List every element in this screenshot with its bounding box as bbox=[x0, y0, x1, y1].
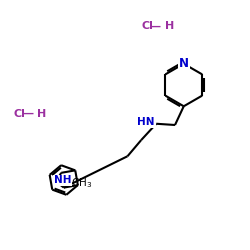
Text: —: — bbox=[22, 109, 33, 119]
Text: H: H bbox=[38, 109, 47, 119]
Text: N: N bbox=[179, 57, 189, 70]
Text: H: H bbox=[165, 21, 174, 31]
Text: CH$_3$: CH$_3$ bbox=[71, 176, 92, 190]
Text: —: — bbox=[150, 21, 160, 31]
Text: NH: NH bbox=[54, 175, 71, 185]
Text: Cl: Cl bbox=[14, 109, 26, 119]
Text: Cl: Cl bbox=[141, 21, 153, 31]
Text: HN: HN bbox=[138, 118, 155, 128]
